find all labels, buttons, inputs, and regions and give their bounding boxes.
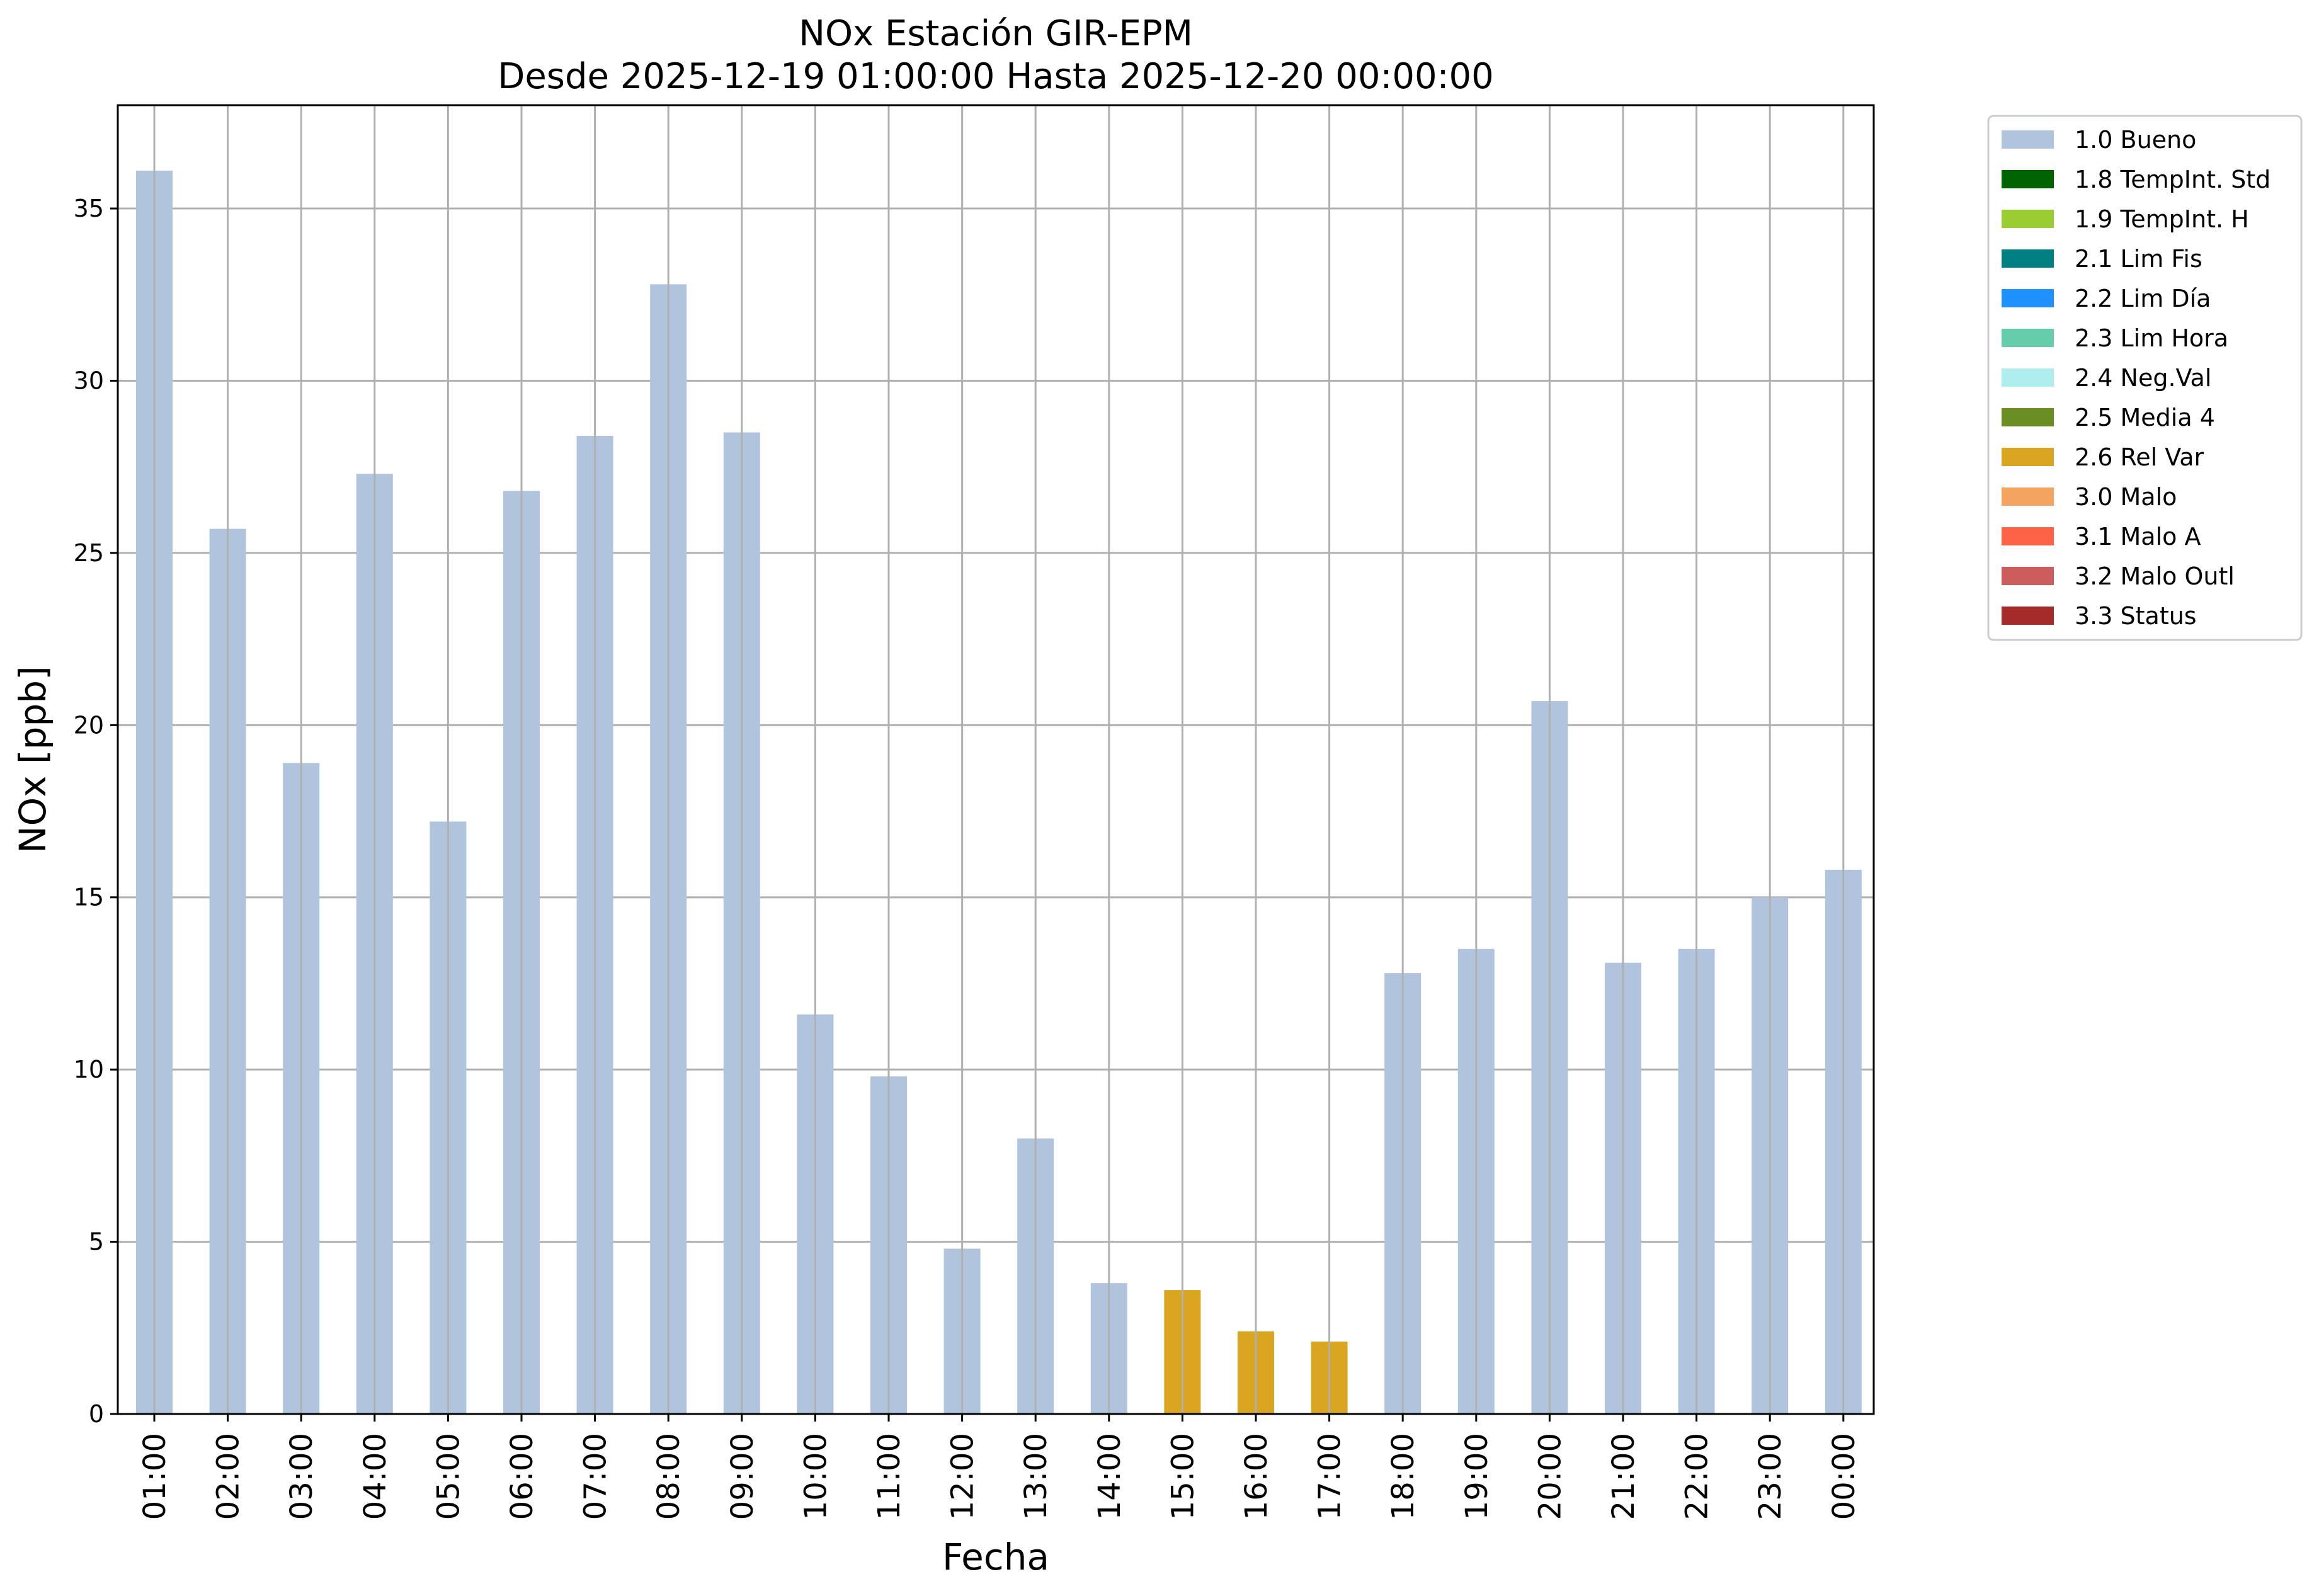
legend-swatch <box>2002 130 2054 149</box>
legend-label: 3.1 Malo A <box>2075 523 2201 550</box>
x-tick-label: 22:00 <box>1680 1433 1715 1520</box>
y-tick-label: 20 <box>74 711 104 739</box>
legend-label: 3.2 Malo Outl <box>2075 562 2235 590</box>
x-tick-label: 16:00 <box>1239 1433 1274 1520</box>
legend-label: 3.0 Malo <box>2075 483 2177 511</box>
plot-frame <box>117 104 1875 1415</box>
x-tick-label: 19:00 <box>1459 1433 1495 1520</box>
legend-swatch <box>2002 567 2054 585</box>
x-tick-label: 15:00 <box>1165 1433 1200 1520</box>
x-tick-label: 12:00 <box>945 1433 981 1520</box>
legend-label: 2.6 Rel Var <box>2075 443 2204 471</box>
y-tick-label: 15 <box>74 884 104 911</box>
x-tick-label: 08:00 <box>651 1433 687 1520</box>
legend-label: 2.2 Lim Día <box>2075 285 2211 312</box>
y-tick-label: 5 <box>89 1228 104 1256</box>
legend-label: 1.8 TempInt. Std <box>2075 166 2271 193</box>
x-tick-label: 04:00 <box>358 1433 393 1520</box>
y-tick-label: 0 <box>89 1400 104 1428</box>
legend-swatch <box>2002 448 2054 466</box>
x-tick-label: 13:00 <box>1018 1433 1054 1520</box>
legend-swatch <box>2002 527 2054 545</box>
legend-swatch <box>2002 329 2054 347</box>
x-tick-label: 21:00 <box>1606 1433 1641 1520</box>
y-axis-label: NOx [ppb] <box>11 666 54 853</box>
chart-title-line1: NOx Estación GIR-EPM <box>799 13 1193 54</box>
x-tick-label: 01:00 <box>137 1433 173 1520</box>
x-tick-label: 05:00 <box>431 1433 466 1520</box>
x-tick-label: 18:00 <box>1386 1433 1421 1520</box>
x-tick-label: 07:00 <box>578 1433 613 1520</box>
legend-swatch <box>2002 607 2054 625</box>
x-tick-label: 03:00 <box>284 1433 319 1520</box>
legend: 1.0 Bueno 1.8 TempInt. Std 1.9 TempInt. H 2… <box>1987 115 2303 641</box>
x-tick-label: 06:00 <box>504 1433 540 1520</box>
legend-label: 1.0 Bueno <box>2075 126 2196 154</box>
y-tick-label: 10 <box>74 1056 104 1083</box>
x-tick-label: 17:00 <box>1313 1433 1348 1520</box>
y-tick-label: 30 <box>74 367 104 394</box>
ticks: 0 5 10 15 20 25 30 35 01:00 02:00 03:00 04:00 05:00 0… <box>74 105 1862 1520</box>
legend-frame <box>1987 115 2303 641</box>
grid <box>118 207 1874 1415</box>
legend-label: 2.1 Lim Fis <box>2075 245 2202 273</box>
x-tick-label: 02:00 <box>211 1433 246 1520</box>
chart-title-line2: Desde 2025-12-19 01:00:00 Hasta 2025-12-… <box>498 56 1494 97</box>
legend-swatch <box>2002 487 2054 506</box>
x-tick-label: 00:00 <box>1826 1433 1862 1520</box>
x-tick-label: 20:00 <box>1532 1433 1568 1520</box>
legend-label: 3.3 Status <box>2075 602 2197 630</box>
x-tick-label: 11:00 <box>872 1433 907 1520</box>
legend-label: 2.3 Lim Hora <box>2075 324 2228 352</box>
legend-swatch <box>2002 249 2054 268</box>
legend-swatch <box>2002 289 2054 307</box>
legend-swatch <box>2002 170 2054 188</box>
legend-swatch <box>2002 368 2054 387</box>
y-tick-label: 25 <box>74 539 104 567</box>
legend-label: 1.9 TempInt. H <box>2075 205 2249 233</box>
legend-swatch <box>2002 210 2054 228</box>
x-tick-label: 14:00 <box>1092 1433 1127 1520</box>
x-tick-label: 09:00 <box>725 1433 760 1520</box>
x-tick-label: 10:00 <box>798 1433 833 1520</box>
x-tick-label: 23:00 <box>1753 1433 1788 1520</box>
x-axis-label: Fecha <box>942 1536 1049 1578</box>
bars <box>136 170 1862 1415</box>
legend-swatch <box>2002 408 2054 426</box>
legend-label: 2.5 Media 4 <box>2075 404 2215 431</box>
legend-label: 2.4 Neg.Val <box>2075 364 2211 392</box>
y-tick-label: 35 <box>74 195 104 222</box>
